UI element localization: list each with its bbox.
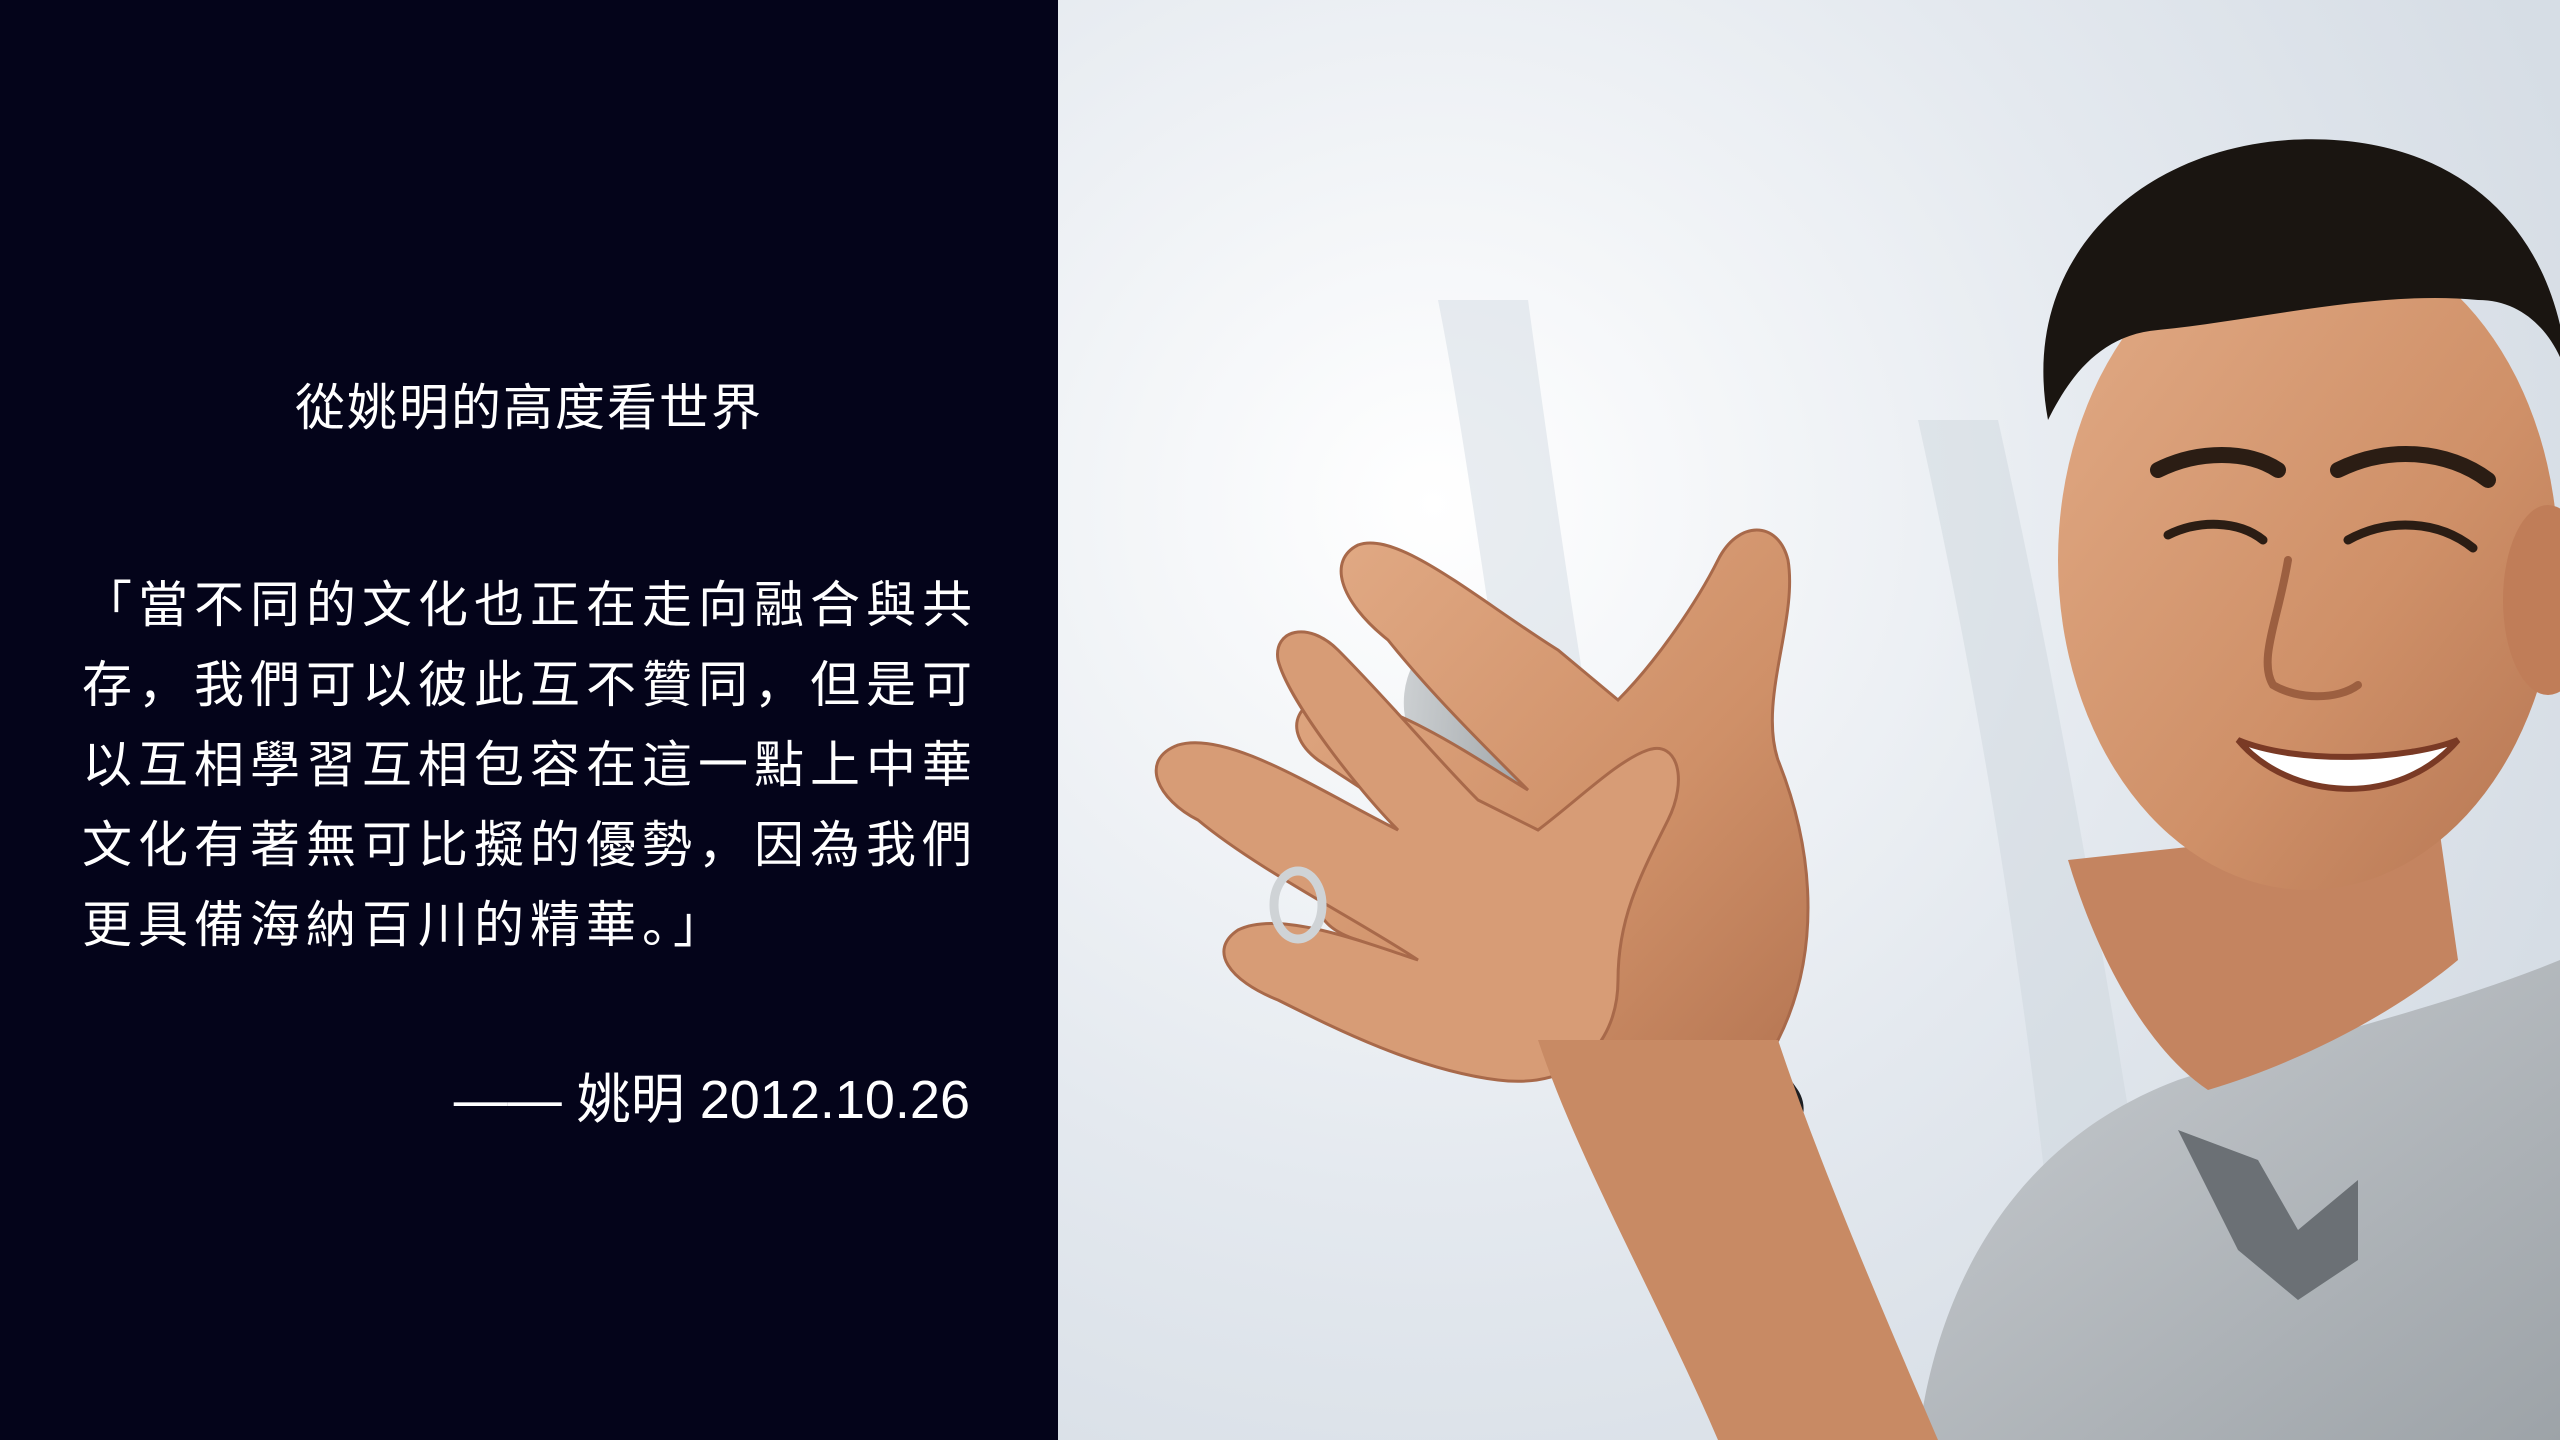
quote-text: 「當不同的文化也正在走向融合與共存，我們可以彼此互不贊同，但是可以互相學習互相包… (82, 576, 978, 954)
forearm (1538, 1040, 1938, 1440)
background-shadow (1918, 420, 2158, 1300)
eye (2163, 519, 2268, 545)
eyebrow (2330, 446, 2496, 488)
eye (2343, 520, 2478, 553)
ring (1269, 866, 1327, 944)
face (2058, 230, 2558, 890)
hand (1154, 630, 1680, 1083)
smile (2235, 737, 2461, 792)
neck (2068, 820, 2458, 1090)
ear (2503, 505, 2560, 695)
quote-panel: 從姚明的高度看世界 「當不同的文化也正在走向融合與共存，我們可以彼此互不贊同，但… (0, 0, 1058, 1440)
quote-attribution: —— 姚明 2012.10.26 (453, 1070, 970, 1130)
eyebrow (2150, 447, 2286, 478)
shirt-collar (2178, 1130, 2358, 1300)
speaker-illustration (1058, 0, 2560, 1440)
speaker-photo (1058, 0, 2560, 1440)
slide-title: 從姚明的高度看世界 (295, 379, 763, 437)
hair (2043, 139, 2560, 420)
nose (2263, 556, 2362, 701)
